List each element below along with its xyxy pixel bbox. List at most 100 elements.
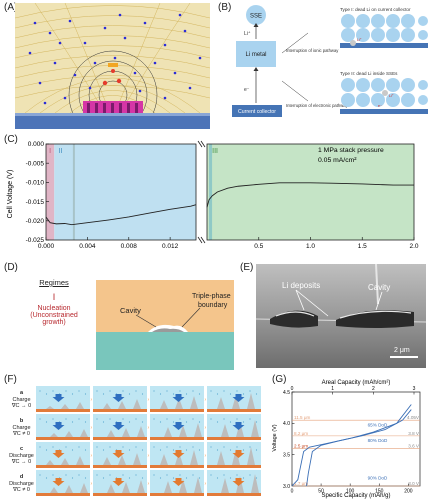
li-deposit [247,447,255,465]
ion-dot [78,446,80,448]
c-xtick-label: 0.008 [121,243,138,250]
ion-dot [172,477,175,479]
flux-arrow [52,450,65,458]
axis-break-top-2 [200,140,206,148]
row-a-label: a Charge ∇C → 0 [8,386,35,414]
electrode-strip [207,493,261,496]
li-deposit [50,487,58,493]
ion-dot [78,418,80,420]
ion-dot [216,393,219,395]
thickness-label: 11.5 μm [294,415,311,420]
voltage-cutoff-label: 4.05V [407,415,420,420]
ion-dot [135,446,137,448]
axis-break-top-1 [197,140,203,148]
flux-arrow [172,450,185,458]
electrode-strip [36,409,90,412]
voltage-series-late [206,182,414,208]
ion-dot [128,393,131,395]
g-xtick-label: 150 [375,489,384,495]
ion-dot [45,421,48,423]
li-deposit [122,428,130,437]
g-x2tick-label: 3 [413,386,416,392]
ion-dot [172,449,175,451]
panel-f-growth-grid: › › › › › › › › › › › › [36,386,261,496]
panel-g-frame [291,391,421,487]
li-deposits-label: Li deposits [282,281,320,290]
ion-dot [39,418,41,420]
li-deposit [76,402,84,409]
ion-dot [65,446,67,448]
li-deposit [137,480,145,493]
c-ytick-label: -0.015 [26,199,45,206]
panel-c-label: (C) [4,134,18,145]
panel-e-label: (E) [240,262,254,273]
li-deposit [190,450,198,465]
region-iii-band [207,144,414,240]
panel-a-label: (A) [4,2,18,13]
li-deposit [164,481,172,493]
flux-arrow [172,478,185,486]
ion-dot [159,421,162,423]
ion-dot [39,390,41,392]
ion-dot [210,474,212,476]
time-arrow: › [91,397,93,403]
li-deposit [175,398,183,409]
ion-dot [45,393,48,395]
c-xtick-label: 0.000 [38,243,55,250]
panel-c-annotation-current: 0.05 mA/cm² [318,157,357,164]
li-deposit [160,454,168,465]
ion-dot [52,446,54,448]
ion-dot [179,474,181,476]
dod-label: 80% DoD [368,438,388,443]
ion-dot [236,390,238,392]
panel-f-row-labels: a Charge ∇C → 0 b Charge ∇C ≠ 0 c Discha… [8,386,35,498]
ion-dot [52,390,54,392]
panel-g-label: (G) [272,374,287,385]
ion-dot [96,474,98,476]
li-deposit [217,451,225,465]
ion-dot [39,446,41,448]
time-arrow: › [205,425,207,431]
ion-dot [236,446,238,448]
row-a-letter: a [19,390,24,396]
flux-arrow [232,478,245,486]
row-b-label: b Charge ∇C ≠ 0 [8,414,35,442]
g-ytick-label: 4.5 [283,390,290,396]
g-ytick-label: 3.5 [283,452,290,458]
ion-dot [249,390,251,392]
li-deposit [247,393,255,409]
li-deposit [236,422,244,437]
li-deposit [221,478,229,493]
sse-label: SSE [250,14,262,20]
row-d-label: d Discharge ∇C ≠ 0 [8,470,35,498]
ion-dot [153,418,155,420]
nucleation-line3: growth) [42,319,66,326]
li-deposit [221,424,229,437]
flux-arrow [232,422,245,430]
ion-dot [172,393,175,395]
ion-dot [102,477,105,479]
g-x2tick-label: 1 [331,386,334,392]
ion-dot [159,393,162,395]
row-c-mode: Discharge [9,452,34,459]
c-xtick-label: 0.012 [162,243,179,250]
ion-dot [128,449,131,451]
time-arrow: › [205,453,207,459]
li-deposit [194,423,202,437]
li-ion-label: Li⁺ [244,31,251,37]
current-collector-label: Current collector [238,109,276,115]
panel-g-top-axis-label: Areal Capacity (mAh/cm²) [322,380,391,386]
li-deposit [164,427,172,437]
ion-dot [141,393,144,395]
panel-c-voltage-chart: Cell Voltage (V) I II III 0.000-0.005-0.01… [7,140,419,250]
ion-dot [255,477,258,479]
electrode-strip [36,437,90,440]
type2-li-small: Li⁺ [389,94,394,98]
electrode-strip [36,493,90,496]
panel-g-capacity-chart: Areal Capacity (mAh/cm²) Specific Capaci… [272,380,421,499]
ion-dot [122,390,124,392]
electrode-strip [150,409,204,412]
li-deposit [232,395,240,409]
panel-c-annotation-pressure: 1 MPa stack pressure [318,147,384,154]
flux-arrow [52,478,65,486]
